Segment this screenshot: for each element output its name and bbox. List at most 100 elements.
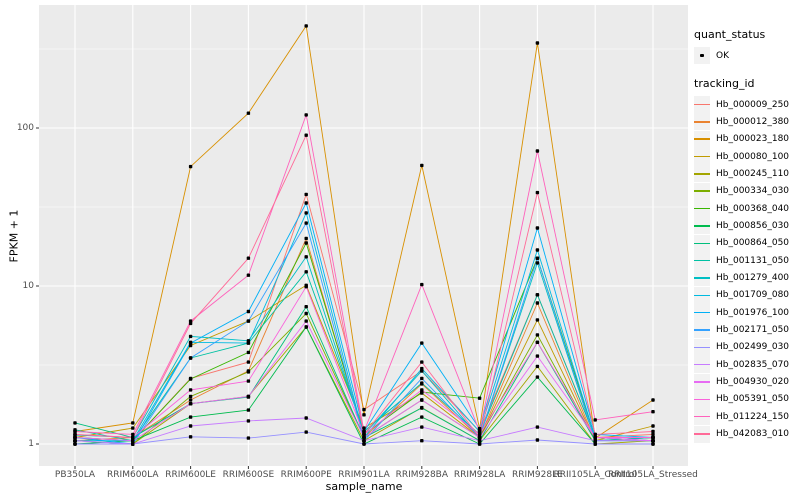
data-point: [73, 421, 77, 425]
data-point: [651, 442, 655, 446]
data-point: [188, 402, 193, 406]
data-point: [420, 406, 424, 410]
data-point: [362, 407, 366, 412]
legend-key-line-icon: [694, 415, 710, 418]
data-point: [593, 439, 597, 443]
legend-entry-Hb_000023_180: Hb_000023_180: [694, 130, 789, 148]
data-point: [420, 425, 424, 429]
legend-key-box: [694, 373, 710, 391]
x-tick-label: RRIM600LA: [107, 470, 159, 480]
data-point: [246, 350, 251, 355]
data-point: [420, 415, 424, 419]
legend-key-box: [694, 269, 710, 287]
data-point: [535, 425, 540, 429]
legend-key-line-icon: [694, 398, 710, 401]
y-tick-label: 10: [22, 281, 34, 291]
legend-entry-ok: OK: [694, 47, 789, 64]
data-point: [246, 111, 251, 115]
data-point: [304, 319, 308, 323]
legend-entry-Hb_000009_250: Hb_000009_250: [694, 96, 789, 113]
data-point: [420, 360, 424, 364]
data-point: [420, 381, 424, 385]
y-tick-label: 100: [16, 123, 34, 133]
data-point: [420, 341, 424, 345]
data-point: [362, 439, 366, 443]
data-point: [246, 309, 251, 314]
data-point: [73, 442, 77, 446]
legend-entry-Hb_002171_050: Hb_002171_050: [694, 321, 789, 339]
data-point: [304, 255, 308, 259]
data-point: [188, 394, 193, 399]
data-point: [420, 398, 424, 402]
data-point: [593, 418, 597, 422]
legend-entry-Hb_002499_030: Hb_002499_030: [694, 338, 789, 356]
legend-entry-label: Hb_001131_050: [716, 255, 790, 266]
legend-key-box: [694, 47, 710, 64]
legend-key-line-icon: [694, 138, 710, 140]
legend-entry-label: Hb_004930_020: [716, 377, 790, 387]
legend-key-box: [694, 356, 710, 374]
legend-title-tracking-id: tracking_id: [694, 77, 755, 90]
legend-entry-label: Hb_000245_110: [716, 168, 790, 179]
data-point: [593, 442, 597, 446]
data-point: [304, 236, 308, 241]
data-point: [304, 201, 308, 205]
x-tick-label: RRIM600PE: [280, 470, 332, 480]
legend-key-box: [694, 425, 710, 443]
legend-key-line-icon: [694, 121, 710, 123]
legend-title-quant-status: quant_status: [694, 28, 766, 41]
legend-entry-label: Hb_042083_010: [716, 429, 790, 440]
x-tick-label: RRIM928LA: [453, 470, 506, 480]
legend-entry-Hb_002835_070: Hb_002835_070: [694, 356, 789, 374]
legend-key-box: [694, 286, 710, 304]
data-point: [420, 163, 424, 168]
data-point: [651, 410, 655, 414]
legend-key-line-icon: [694, 433, 710, 435]
data-point: [651, 424, 655, 428]
data-point: [593, 432, 597, 437]
data-point: [246, 256, 251, 260]
legend-key-box: [694, 217, 710, 235]
data-point: [304, 133, 308, 137]
data-point: [535, 438, 540, 442]
data-point: [188, 415, 193, 419]
legend-entry-label: Hb_001279_400: [716, 272, 790, 283]
data-point: [246, 436, 251, 440]
data-point: [73, 429, 77, 434]
x-tick-label: RRIM600SE: [222, 470, 275, 480]
data-point: [535, 256, 540, 260]
legend-key-line-icon: [694, 311, 710, 314]
data-point: [535, 301, 540, 305]
data-point: [304, 241, 308, 245]
data-point: [362, 429, 366, 434]
data-point: [188, 388, 193, 392]
data-point: [304, 221, 308, 225]
data-point: [188, 398, 193, 402]
legend-entry-Hb_000080_100: Hb_000080_100: [694, 148, 790, 166]
data-point: [188, 424, 193, 428]
data-point: [362, 432, 366, 437]
x-tick-label: RRIM928BA: [395, 470, 449, 480]
legend-key-line-icon: [694, 346, 710, 349]
legend-entry-label: Hb_001709_080: [716, 290, 790, 301]
data-point: [246, 360, 251, 364]
legend-entry-label: Hb_000009_250: [716, 99, 790, 110]
data-point: [73, 432, 77, 437]
y-tick-label: 1: [28, 439, 34, 449]
legend-entry-label: Hb_000856_030: [716, 220, 790, 231]
data-point: [188, 334, 193, 339]
legend-key-box: [694, 113, 710, 131]
legend-key-line-icon: [694, 381, 710, 383]
legend-entry-Hb_000245_110: Hb_000245_110: [694, 165, 790, 183]
legend-key-box: [694, 165, 710, 183]
x-tick-label: RRIM600LE: [165, 470, 216, 480]
data-point: [246, 419, 251, 423]
data-point: [477, 439, 482, 443]
legend-key-box: [694, 252, 710, 270]
data-point: [188, 321, 193, 326]
legend-entry-label: Hb_000080_100: [716, 151, 790, 162]
legend-entry-Hb_000856_030: Hb_000856_030: [694, 217, 790, 235]
legend-entry-label: Hb_011224_150: [716, 411, 790, 422]
data-point: [420, 439, 424, 443]
legend-entry-Hb_004930_020: Hb_004930_020: [694, 373, 790, 391]
